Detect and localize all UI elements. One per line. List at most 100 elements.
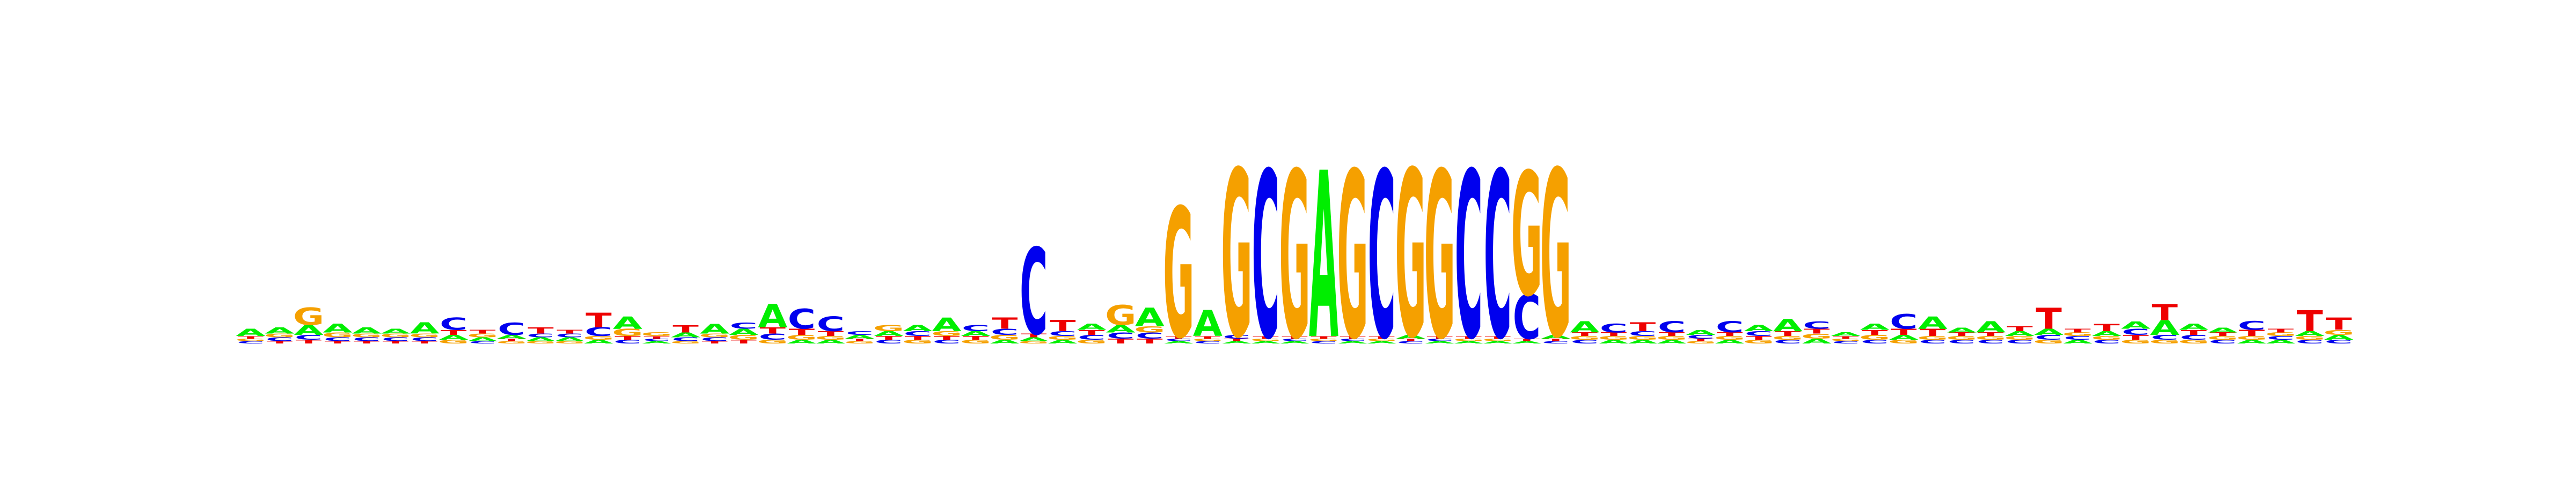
logo-letter: T xyxy=(1978,331,2004,337)
logo-letter: A xyxy=(729,327,758,337)
logo-letter: T xyxy=(1804,327,1830,335)
logo-letter: C xyxy=(2093,339,2121,345)
logo-letter: C xyxy=(1223,334,1250,340)
logo-letter: T xyxy=(1166,335,1192,339)
logo-letter: G xyxy=(496,340,527,344)
logo-letter: C xyxy=(266,336,294,342)
logo-letter: G xyxy=(438,339,469,345)
logo-letter: G xyxy=(380,333,411,339)
logo-letter: G xyxy=(2091,335,2122,341)
logo-letter: T xyxy=(1368,335,1395,339)
logo-letter: C xyxy=(469,340,496,344)
logo-letter: A xyxy=(1309,124,1338,390)
logo-letter: T xyxy=(499,338,525,342)
logo-letter: C xyxy=(701,336,729,342)
logo-letter: T xyxy=(2123,334,2149,342)
logo-letter: T xyxy=(1659,331,1685,337)
logo-letter: C xyxy=(1977,339,2004,345)
logo-letter: T xyxy=(2094,322,2120,334)
logo-letter: T xyxy=(2297,305,2323,338)
logo-letter: C xyxy=(991,327,1019,337)
logo-letter: G xyxy=(2149,339,2180,345)
logo-letter: C xyxy=(759,332,787,342)
logo-letter: T xyxy=(1426,335,1453,339)
logo-letter: T xyxy=(528,326,553,335)
logo-letter: G xyxy=(1105,300,1136,332)
logo-letter: A xyxy=(1222,340,1252,344)
logo-letter: C xyxy=(1774,339,1802,345)
logo-letter: T xyxy=(2181,329,2207,337)
logo-letter: C xyxy=(1687,334,1715,340)
logo-letter: G xyxy=(2062,331,2093,337)
logo-letter: C xyxy=(817,312,845,336)
logo-letter: A xyxy=(2237,339,2266,345)
logo-letter: A xyxy=(2266,339,2295,345)
logo-letter: C xyxy=(875,339,903,345)
logo-letter: A xyxy=(1976,318,2006,336)
logo-letter: G xyxy=(612,327,643,339)
logo-letter: A xyxy=(439,334,469,342)
logo-letter: A xyxy=(2092,330,2122,338)
logo-letter: G xyxy=(2178,339,2209,345)
logo-letter: C xyxy=(526,333,554,339)
logo-letter: G xyxy=(931,330,962,338)
logo-letter: A xyxy=(1048,339,1078,345)
logo-letter: T xyxy=(1456,335,1482,339)
logo-letter: G xyxy=(1946,335,1977,341)
logo-letter: T xyxy=(1746,335,1772,341)
logo-letter: T xyxy=(1630,320,1656,334)
logo-letter: G xyxy=(1366,338,1397,342)
logo-letter: A xyxy=(1135,303,1165,333)
logo-letter: C xyxy=(2296,339,2324,345)
logo-letter: G xyxy=(351,333,382,339)
logo-letter: C xyxy=(2238,319,2266,333)
logo-letter: A xyxy=(816,339,845,345)
logo-letter: G xyxy=(1859,334,1890,342)
logo-letter: T xyxy=(296,339,322,345)
logo-letter: C xyxy=(1600,321,1628,335)
logo-letter: G xyxy=(2236,335,2267,341)
logo-letter: C xyxy=(730,321,758,331)
logo-letter: G xyxy=(1279,124,1310,390)
logo-letter: T xyxy=(1920,327,1946,339)
logo-letter: G xyxy=(1917,335,1948,341)
logo-letter: T xyxy=(238,335,264,339)
logo-letter: C xyxy=(1107,331,1135,340)
logo-letter: C xyxy=(1165,338,1192,342)
logo-letter: C xyxy=(1832,340,1860,344)
logo-letter: A xyxy=(468,336,497,342)
logo-letter: G xyxy=(1656,335,1687,341)
logo-letter: T xyxy=(789,327,815,337)
logo-letter: C xyxy=(411,336,438,342)
logo-letter: T xyxy=(730,339,757,345)
logo-letter: T xyxy=(557,329,583,335)
logo-letter: C xyxy=(1252,124,1279,390)
logo-letter: T xyxy=(934,335,960,341)
logo-letter: A xyxy=(236,327,266,339)
logo-letter: A xyxy=(642,340,671,344)
logo-letter: T xyxy=(586,309,612,333)
logo-letter: T xyxy=(325,340,351,344)
logo-letter: G xyxy=(1337,124,1368,390)
logo-letter: T xyxy=(1195,335,1221,339)
logo-letter: C xyxy=(1397,340,1425,344)
logo-letter: A xyxy=(1251,340,1280,344)
logo-letter: A xyxy=(671,331,701,339)
logo-letter: C xyxy=(788,304,816,335)
logo-letter: T xyxy=(1079,329,1105,337)
logo-letter: C xyxy=(2209,339,2237,345)
logo-letter: A xyxy=(1193,303,1223,345)
logo-letter: G xyxy=(1598,335,1629,341)
